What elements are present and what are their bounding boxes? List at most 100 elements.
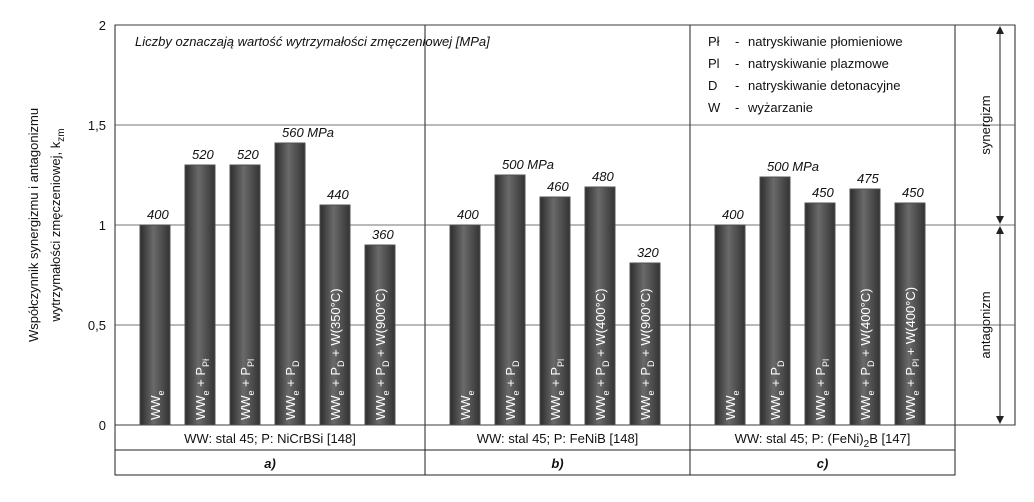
legend-code: W <box>708 100 721 115</box>
category-part: + W(400°C) <box>593 288 608 360</box>
category-part: + P <box>238 367 253 391</box>
category-sub: e <box>556 390 566 395</box>
legend-dash: - <box>735 100 739 115</box>
category-label: WWe + PPl <box>238 359 256 420</box>
category-label: WWe + PD + W(350°C) <box>328 288 346 420</box>
category-part: WW <box>328 395 343 420</box>
bar-label: 520 <box>192 147 214 162</box>
category-part: WW <box>638 395 653 420</box>
category-sub: e <box>336 390 346 395</box>
category-label: WWe + PD + W(900°C) <box>373 288 391 420</box>
bar-label: 520 <box>237 147 259 162</box>
category-part: + P <box>813 367 828 391</box>
legend-dash: - <box>735 78 739 93</box>
category-sub: Pł <box>201 359 211 367</box>
category-sub: Pl <box>556 359 566 367</box>
category-part: WW <box>283 395 298 420</box>
category-part: + P <box>283 367 298 391</box>
panel-letter: c) <box>817 456 829 471</box>
category-sub: e <box>776 390 786 395</box>
category-part: WW <box>148 395 163 420</box>
category-part: WW <box>593 395 608 420</box>
region-label: antagonizm <box>978 291 993 358</box>
category-sub: D <box>511 360 521 367</box>
category-part: + W(400°C) <box>903 287 918 359</box>
category-part: WW <box>903 395 918 420</box>
category-sub: Pl <box>246 359 256 367</box>
bar <box>229 164 261 426</box>
note: Liczby oznaczają wartość wytrzymałości z… <box>135 34 490 49</box>
category-sub: e <box>646 390 656 395</box>
y-axis-label-line: Współczynnik synergizmu i antagonizmu <box>26 108 41 342</box>
category-part: + P <box>768 367 783 391</box>
panel-letter: b) <box>551 456 563 471</box>
category-sub: Pl <box>911 359 921 367</box>
bar <box>449 224 481 426</box>
y-tick-label: 0,5 <box>88 318 106 333</box>
bar-label: 360 <box>372 227 394 242</box>
category-sub: D <box>291 360 301 367</box>
y-axis-label-line: wytrzymałości zmęczeniowej, k <box>48 141 63 322</box>
bar <box>274 142 306 426</box>
bar-label: 500 MPa <box>502 157 554 172</box>
bar <box>139 224 171 426</box>
legend-text: wyżarzanie <box>747 100 813 115</box>
category-label: WWe + PD + W(400°C) <box>593 288 611 420</box>
category-sub: e <box>821 390 831 395</box>
bar <box>584 186 616 426</box>
category-part: + W(900°C) <box>638 288 653 360</box>
category-part: + P <box>638 367 653 391</box>
bar <box>714 224 746 426</box>
category-sub: e <box>601 390 611 395</box>
category-part: + P <box>328 367 343 391</box>
legend-text: natryskiwanie detonacyjne <box>748 78 900 93</box>
y-tick-label: 1 <box>99 218 106 233</box>
bar-label: 475 <box>857 171 879 186</box>
category-part: WW <box>373 395 388 420</box>
y-axis-label-sub: zm <box>56 128 67 141</box>
legend-text: natryskiwanie płomieniowe <box>748 34 903 49</box>
category-part: WW <box>548 395 563 420</box>
bar <box>319 204 351 426</box>
category-sub: D <box>776 360 786 367</box>
bar-label: 460 <box>547 179 569 194</box>
panel-caption: WW: stal 45; P: (FeNi)2B [147] <box>735 431 911 450</box>
bar <box>804 202 836 426</box>
category-part: WW <box>193 395 208 420</box>
category-sub: D <box>646 360 656 367</box>
bar <box>494 174 526 426</box>
y-tick-label: 0 <box>99 418 106 433</box>
bar-label: 400 <box>457 207 479 222</box>
category-part: WW <box>238 395 253 420</box>
category-label: WWe + PPł <box>193 359 211 420</box>
category-part: + W(900°C) <box>373 288 388 360</box>
category-sub: e <box>511 390 521 395</box>
panel-caption: WW: stal 45; P: FeNiB [148] <box>477 431 639 446</box>
bar-label: 480 <box>592 169 614 184</box>
bar-label: 440 <box>327 187 349 202</box>
legend-dash: - <box>735 34 739 49</box>
category-part: WW <box>723 395 738 420</box>
category-label: WWe + PD + W(400°C) <box>858 288 876 420</box>
caption-part: B [147] <box>869 431 910 446</box>
bar-label: 500 MPa <box>767 159 819 174</box>
legend-dash: - <box>735 56 739 71</box>
category-part: WW <box>813 395 828 420</box>
category-sub: e <box>381 390 391 395</box>
category-part: + W(350°C) <box>328 288 343 360</box>
category-sub: e <box>866 390 876 395</box>
category-sub: e <box>911 390 921 395</box>
category-label: WWe + PD <box>503 360 521 420</box>
category-label: WWe + PD <box>768 360 786 420</box>
bar <box>759 176 791 426</box>
category-part: + P <box>593 367 608 391</box>
bar-label: 400 <box>722 207 744 222</box>
category-sub: D <box>336 360 346 367</box>
bar <box>539 196 571 426</box>
y-tick-label: 2 <box>99 18 106 33</box>
category-part: WW <box>503 395 518 420</box>
legend-code: Pl <box>708 56 720 71</box>
category-sub: D <box>601 360 611 367</box>
category-sub: e <box>731 390 741 395</box>
